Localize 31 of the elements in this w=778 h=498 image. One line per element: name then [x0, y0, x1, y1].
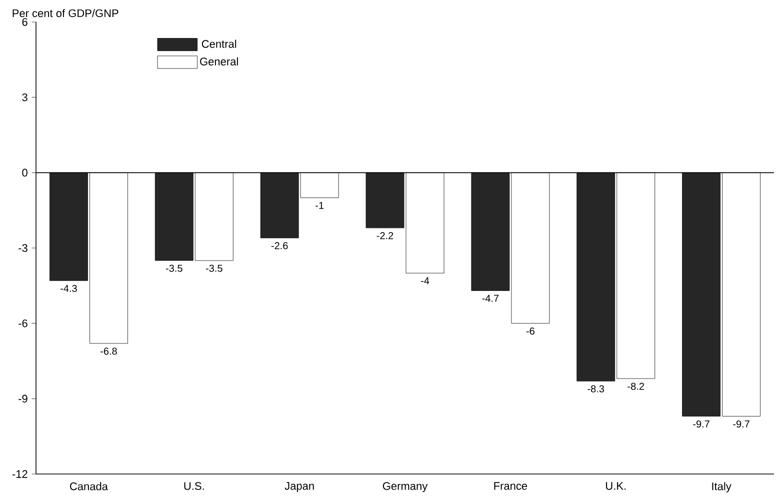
y-tick-label: -9: [18, 394, 28, 403]
y-tick-label: 0: [22, 168, 28, 177]
data-label: -2.2: [376, 232, 394, 240]
x-tick-label: U.K.: [606, 482, 626, 490]
data-label: -8.2: [628, 382, 644, 390]
x-tick-label: France: [494, 482, 528, 490]
x-tick-label: Germany: [382, 482, 428, 492]
x-tick-label: Italy: [712, 482, 732, 492]
data-label: -1: [316, 202, 324, 209]
y-tick-label: -12: [12, 470, 28, 478]
data-label: -2.6: [271, 242, 288, 250]
legend-label: Central: [202, 40, 236, 48]
data-label: -9.7: [733, 420, 750, 428]
data-label: -8.3: [588, 385, 604, 392]
data-label: -6.8: [100, 348, 117, 355]
data-label: -9.7: [693, 420, 710, 428]
data-label: -6: [526, 328, 534, 335]
y-tick-label: -6: [18, 319, 28, 328]
data-label: -4.7: [482, 294, 499, 302]
x-tick-label: Japan: [284, 482, 314, 492]
y-tick-label: 6: [22, 18, 28, 26]
y-axis-title: Per cent of GDP/GNP: [12, 9, 118, 18]
data-label: -4.3: [60, 284, 77, 292]
x-tick-label: U.S.: [184, 482, 204, 490]
data-label: -3.5: [206, 264, 222, 272]
data-label: -3.5: [166, 264, 182, 272]
legend-label: General: [200, 57, 238, 66]
y-tick-label: 3: [22, 93, 28, 102]
x-tick-label: Canada: [70, 482, 108, 490]
data-label: -4: [420, 277, 430, 284]
y-tick-label: -3: [18, 244, 28, 252]
